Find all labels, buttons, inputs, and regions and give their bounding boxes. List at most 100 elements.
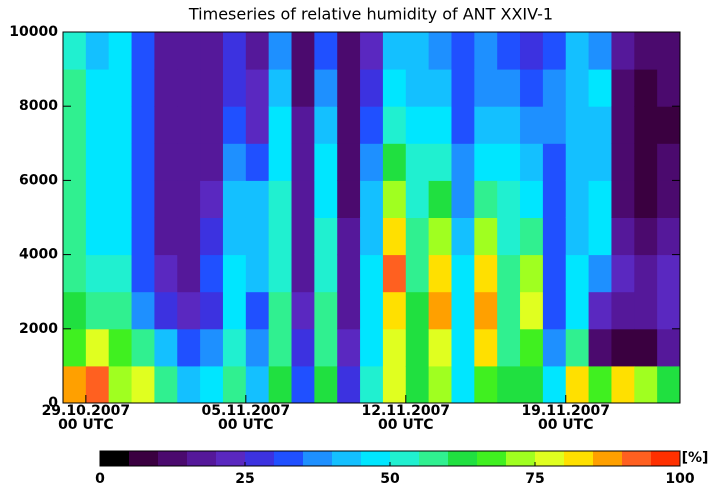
x-tick-label: 00 UTC <box>218 417 274 433</box>
cell <box>245 180 270 218</box>
cell <box>222 180 247 218</box>
colorbar-segment <box>245 451 275 466</box>
cell <box>497 180 521 218</box>
cell <box>200 365 224 404</box>
cell <box>611 328 635 367</box>
cell <box>200 143 224 181</box>
cell <box>474 254 498 293</box>
colorbar-segment <box>361 451 391 466</box>
cell <box>565 365 590 404</box>
cell <box>588 143 612 181</box>
cell <box>108 217 133 256</box>
cell <box>85 365 110 404</box>
cell <box>131 69 155 107</box>
cell <box>85 106 110 144</box>
cell <box>611 365 635 404</box>
cell <box>497 69 521 107</box>
cell <box>405 143 430 181</box>
cell <box>657 291 681 330</box>
cell <box>291 217 315 256</box>
cell <box>634 69 658 107</box>
cell <box>131 143 155 181</box>
cell <box>337 291 361 330</box>
cell <box>291 32 315 70</box>
cell <box>360 69 384 107</box>
cell <box>382 365 407 404</box>
colorbar-tick-label: 50 <box>380 471 400 487</box>
cell <box>405 328 430 367</box>
cell <box>382 32 407 70</box>
cell <box>565 32 590 70</box>
x-tick-label: 00 UTC <box>378 417 434 433</box>
cell <box>268 106 293 144</box>
cell <box>565 254 590 293</box>
cell <box>177 328 201 367</box>
cell <box>611 69 635 107</box>
cell <box>474 143 498 181</box>
cell <box>405 69 430 107</box>
colorbar-segment <box>303 451 333 466</box>
cell <box>154 32 178 70</box>
colorbar-segment <box>593 451 623 466</box>
y-tick-label: 0 <box>48 395 58 411</box>
cell <box>337 217 361 256</box>
cell <box>588 180 612 218</box>
cell <box>405 365 430 404</box>
cell <box>611 254 635 293</box>
cell <box>154 365 178 404</box>
cell <box>63 254 87 293</box>
cell <box>542 32 567 70</box>
cell <box>588 254 612 293</box>
cell <box>222 32 247 70</box>
cell <box>382 143 407 181</box>
cell <box>360 32 384 70</box>
cell <box>451 180 475 218</box>
cell <box>520 254 544 293</box>
cell <box>634 254 658 293</box>
cell <box>657 365 681 404</box>
colorbar-segment <box>419 451 449 466</box>
cell <box>108 32 133 70</box>
cell <box>245 217 270 256</box>
cell <box>474 328 498 367</box>
cell <box>382 106 407 144</box>
cell <box>474 291 498 330</box>
cell <box>337 328 361 367</box>
cell <box>405 254 430 293</box>
y-tick-label: 6000 <box>19 172 58 188</box>
colorbar-tick-label: 75 <box>525 471 544 487</box>
cell <box>474 69 498 107</box>
cell <box>520 328 544 367</box>
cell <box>337 32 361 70</box>
colorbar-segment <box>651 451 681 466</box>
cell <box>177 106 201 144</box>
cell <box>222 217 247 256</box>
cell <box>108 254 133 293</box>
cell <box>177 143 201 181</box>
cell <box>634 328 658 367</box>
cell <box>85 143 110 181</box>
cell <box>154 254 178 293</box>
cell <box>291 69 315 107</box>
cell <box>382 254 407 293</box>
x-tick-label: 29.10.2007 <box>42 403 131 419</box>
cell <box>268 217 293 256</box>
cell <box>85 291 110 330</box>
cell <box>497 291 521 330</box>
cell <box>542 254 567 293</box>
colorbar-segment <box>274 451 304 466</box>
cell <box>451 254 475 293</box>
cell <box>588 69 612 107</box>
cell <box>314 69 338 107</box>
cell <box>268 180 293 218</box>
cell <box>63 32 87 70</box>
cell <box>542 217 567 256</box>
cell <box>268 32 293 70</box>
cell <box>131 180 155 218</box>
colorbar-tick-label: 25 <box>235 471 254 487</box>
cell <box>611 106 635 144</box>
cell <box>565 291 590 330</box>
cell <box>657 143 681 181</box>
cell <box>405 180 430 218</box>
x-tick-label: 12.11.2007 <box>361 403 450 419</box>
